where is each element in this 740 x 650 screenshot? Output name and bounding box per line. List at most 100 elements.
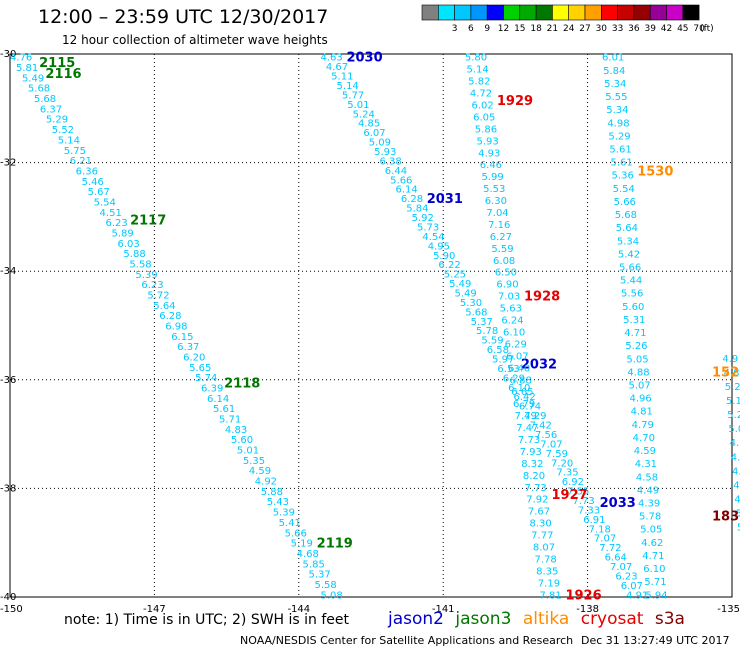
scale-swatch xyxy=(568,4,586,21)
swh-value: 5.66 xyxy=(285,528,307,539)
swh-value: 5.82 xyxy=(468,77,490,88)
units-note: note: 1) Time is in UTC; 2) SWH is in fe… xyxy=(64,612,350,628)
swh-value: 7.73 xyxy=(518,435,540,446)
swh-value: 6.38 xyxy=(379,156,401,167)
swh-value: 4.31 xyxy=(635,459,657,470)
swh-value: 5.88 xyxy=(123,249,145,260)
swh-value: 6.58 xyxy=(487,345,509,356)
swh-value: 5.73 xyxy=(417,222,439,233)
swh-value: 6.37 xyxy=(40,104,62,115)
pass-time-label: 2031 xyxy=(427,192,463,207)
scale-tick-label: 42 xyxy=(661,24,672,34)
swh-value: 6.14 xyxy=(207,394,229,405)
swh-value: 7.29 xyxy=(524,411,546,422)
swh-value: 5.61 xyxy=(609,144,631,155)
swh-value: 7.73 xyxy=(572,496,594,507)
swh-value: 6.10 xyxy=(508,383,530,394)
swh-value: 5.59 xyxy=(481,336,503,347)
map-frame xyxy=(9,53,733,598)
swh-value: 6.46 xyxy=(480,160,502,171)
swh-value: 7.93 xyxy=(520,447,542,458)
swh-value: 5.67 xyxy=(88,187,110,198)
swh-value: 5.11 xyxy=(331,72,353,83)
swh-value: 4.31 xyxy=(733,480,740,491)
pass-time-label: 1928 xyxy=(524,290,560,305)
pass-time-label: 1530 xyxy=(637,165,673,180)
swh-value: 5.01 xyxy=(237,446,259,457)
swh-value: 5.72 xyxy=(147,290,169,301)
swh-value: 5.58 xyxy=(129,259,151,270)
swh-value: 5.68 xyxy=(34,94,56,105)
swh-value: 7.07 xyxy=(540,439,562,450)
swh-value: 5.94 xyxy=(645,590,667,601)
swh-value: 6.10 xyxy=(643,564,665,575)
scale-tick-label: 33 xyxy=(612,24,623,34)
swh-value: 5.85 xyxy=(303,559,325,570)
swh-value: 4.93 xyxy=(478,148,500,159)
swh-value: 4.88 xyxy=(627,367,649,378)
lon-tick-label: -144 xyxy=(287,604,310,615)
swh-value: 5.78 xyxy=(639,512,661,523)
swh-value: 5.46 xyxy=(82,177,104,188)
swh-value: 6.27 xyxy=(490,232,512,243)
swh-value: 8.07 xyxy=(533,543,555,554)
swh-value: 4.51 xyxy=(100,208,122,219)
swh-value: 6.05 xyxy=(473,112,495,123)
swh-value: 7.78 xyxy=(534,554,556,565)
swh-value: 5.05 xyxy=(626,354,648,365)
swh-value: 7.35 xyxy=(556,468,578,479)
scale-swatch xyxy=(535,4,553,21)
swh-value: 5.58 xyxy=(314,580,336,591)
swh-value: 5.49 xyxy=(22,73,44,84)
swh-value: 5.90 xyxy=(433,251,455,262)
swh-value: 5.14 xyxy=(337,81,359,92)
swh-value: 6.88 xyxy=(510,375,532,386)
pass-time-label: 2118 xyxy=(224,377,260,392)
swh-value: 5.92 xyxy=(412,213,434,224)
swh-value: 6.02 xyxy=(471,100,493,111)
lon-tick-label: -147 xyxy=(143,604,166,615)
swh-value: 8.30 xyxy=(530,519,552,530)
pass-time-label: 1926 xyxy=(565,588,601,603)
pass-time-label: 152 xyxy=(712,366,739,381)
lat-tick-label: -34 xyxy=(0,266,16,277)
pass-time-label: 183 xyxy=(712,510,739,525)
swh-value: 5.74 xyxy=(195,373,217,384)
scale-tick-label: 18 xyxy=(530,24,542,34)
swh-value: 7.19 xyxy=(538,578,560,589)
swh-value: 6.90 xyxy=(496,280,518,291)
swh-value: 7.72 xyxy=(599,543,621,554)
swh-value: 5.86 xyxy=(475,124,497,135)
lon-tick-label: -141 xyxy=(432,604,455,615)
swh-value: 5.23 xyxy=(737,522,740,533)
swh-value: 4.49 xyxy=(637,485,659,496)
scale-tick-label: 39 xyxy=(644,24,656,34)
swh-value: 7.07 xyxy=(610,562,632,573)
swh-value: 5.68 xyxy=(615,210,637,221)
swh-value: 5.97 xyxy=(492,355,514,366)
swh-value: 7.59 xyxy=(546,449,568,460)
swh-value: 4.81 xyxy=(631,407,653,418)
swh-value: 5.66 xyxy=(619,262,641,273)
page-title: 12:00 – 23:59 UTC 12/30/2017 xyxy=(38,6,329,28)
swh-value: 4.59 xyxy=(249,466,271,477)
scale-swatch xyxy=(649,4,667,21)
swh-value: 5.77 xyxy=(342,90,364,101)
swh-value: 8.20 xyxy=(523,471,545,482)
swh-value: 6.92 xyxy=(562,477,584,488)
swh-value: 4.91 xyxy=(626,590,648,601)
swh-value: 5.34 xyxy=(606,105,628,116)
scale-tick-label: 6 xyxy=(468,24,474,34)
swh-value: 5.71 xyxy=(219,415,241,426)
swh-value: 7.55 xyxy=(567,487,589,498)
swh-value: 6.07 xyxy=(363,128,385,139)
scale-swatch xyxy=(682,4,700,21)
swh-value: 6.20 xyxy=(183,353,205,364)
satellite-tracks: 4.765.815.495.685.686.375.295.525.145.75… xyxy=(10,51,740,604)
swh-value: 5.56 xyxy=(621,289,643,300)
lat-tick-label: -30 xyxy=(0,49,16,60)
swh-value: 5.41 xyxy=(279,518,301,529)
swh-value: 5.49 xyxy=(449,279,471,290)
swh-value: 6.74 xyxy=(519,402,541,413)
